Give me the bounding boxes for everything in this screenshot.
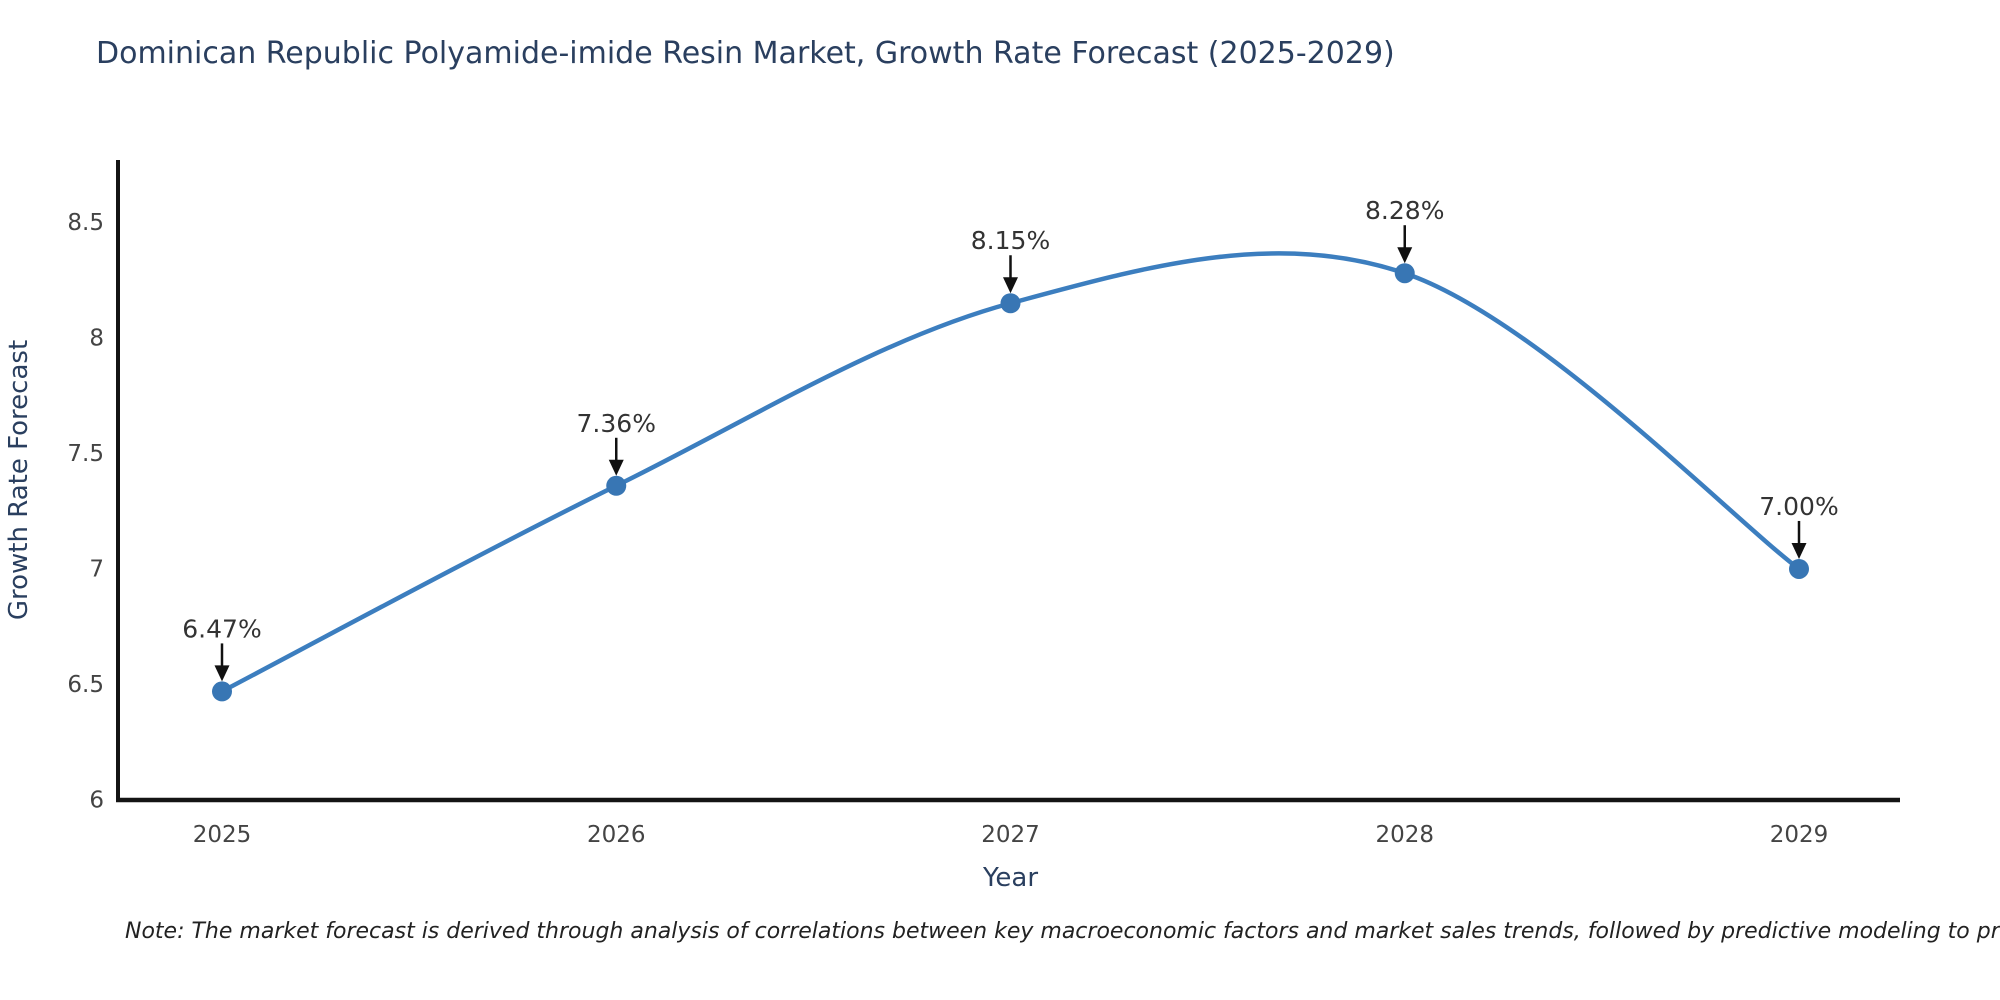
chart-footnote: Note: The market forecast is derived thr… bbox=[125, 919, 2000, 944]
data-point-marker[interactable] bbox=[1000, 293, 1021, 314]
y-tick-label: 6 bbox=[89, 788, 104, 814]
x-tick-label: 2029 bbox=[1770, 822, 1829, 848]
annotation-arrowhead-icon bbox=[214, 665, 230, 682]
x-axis-title: Year bbox=[982, 863, 1038, 893]
chart-title: Dominican Republic Polyamide-imide Resin… bbox=[96, 36, 1395, 71]
x-tick-label: 2028 bbox=[1375, 822, 1434, 848]
y-tick-label: 6.5 bbox=[67, 672, 104, 698]
data-point-marker[interactable] bbox=[212, 681, 232, 702]
annotation-arrowhead-icon bbox=[1003, 277, 1018, 294]
point-value-label: 6.47% bbox=[182, 614, 261, 643]
point-value-label: 7.00% bbox=[1759, 492, 1838, 521]
annotation-arrowhead-icon bbox=[1791, 542, 1807, 559]
y-axis-title: Growth Rate Forecast bbox=[4, 340, 34, 620]
data-point-marker[interactable] bbox=[1394, 263, 1415, 284]
annotation-arrowhead-icon bbox=[1397, 247, 1413, 264]
point-value-label: 8.15% bbox=[971, 226, 1050, 255]
y-tick-label: 8 bbox=[89, 325, 104, 351]
point-value-label: 7.36% bbox=[577, 409, 656, 438]
x-tick-label: 2025 bbox=[193, 822, 252, 848]
series-line bbox=[219, 251, 1802, 694]
data-point-marker[interactable] bbox=[1789, 558, 1809, 579]
y-tick-label: 8.5 bbox=[67, 210, 104, 236]
data-point-marker[interactable] bbox=[606, 475, 627, 496]
x-tick-label: 2027 bbox=[981, 822, 1040, 848]
y-tick-label: 7.5 bbox=[67, 441, 104, 467]
x-tick-label: 2026 bbox=[587, 822, 646, 848]
point-value-label: 8.28% bbox=[1365, 196, 1444, 225]
annotation-arrowhead-icon bbox=[608, 459, 624, 476]
y-tick-label: 7 bbox=[89, 557, 104, 583]
